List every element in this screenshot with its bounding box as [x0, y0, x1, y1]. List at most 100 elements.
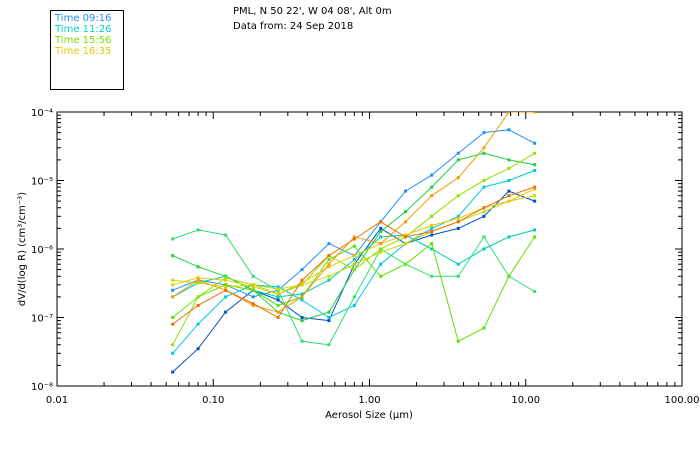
data-point: [482, 179, 486, 182]
data-point: [171, 283, 175, 287]
data-point: [456, 158, 460, 162]
data-point: [456, 176, 460, 180]
data-point: [171, 237, 175, 241]
data-point: [379, 242, 383, 246]
data-point: [430, 224, 434, 228]
data-point: [327, 316, 331, 319]
data-point: [456, 214, 460, 218]
data-point: [507, 194, 511, 198]
data-point: [482, 210, 486, 214]
data-point: [224, 276, 228, 280]
data-point: [300, 283, 304, 287]
data-point: [196, 228, 200, 232]
data-point: [507, 158, 511, 162]
data-point: [196, 295, 200, 299]
data-point: [404, 242, 408, 246]
y-tick-label: 10⁻⁷: [31, 314, 53, 325]
legend-item: Time 09:16: [55, 13, 112, 24]
data-point: [533, 289, 537, 293]
data-point: [456, 220, 460, 224]
data-point: [224, 233, 228, 237]
data-point: [196, 347, 200, 351]
data-point: [352, 295, 356, 299]
data-point: [533, 185, 537, 189]
data-point: [430, 173, 434, 177]
data-point: [456, 194, 460, 198]
data-point: [251, 288, 255, 292]
data-point: [171, 322, 175, 326]
data-point: [276, 287, 280, 291]
data-point: [352, 268, 356, 272]
x-tick-label: 100.00: [665, 395, 700, 406]
data-point: [171, 343, 175, 347]
data-point: [482, 214, 486, 218]
data-point: [533, 228, 537, 232]
data-point: [300, 281, 304, 285]
data-point: [533, 187, 537, 191]
data-point: [507, 199, 511, 203]
data-point: [171, 351, 175, 355]
data-point: [379, 220, 383, 224]
data-point: [300, 298, 304, 302]
x-tick-label: 0.01: [46, 395, 68, 406]
data-point: [430, 247, 434, 251]
data-point: [430, 233, 434, 237]
data-point: [352, 237, 356, 241]
data-point: [196, 278, 200, 282]
data-point: [430, 230, 434, 234]
data-point: [224, 288, 228, 292]
data-point: [224, 310, 228, 314]
data-point: [251, 295, 255, 299]
data-point: [456, 339, 460, 343]
data-point: [327, 265, 331, 269]
legend-item: Time 16:35: [55, 46, 112, 57]
data-point: [327, 274, 331, 278]
data-point: [300, 292, 304, 296]
data-point: [196, 322, 200, 326]
data-point: [507, 128, 511, 132]
data-point: [404, 262, 408, 266]
data-point: [276, 295, 280, 299]
x-tick-label: 0.10: [202, 395, 224, 406]
data-point: [251, 285, 255, 289]
data-point: [482, 247, 486, 251]
legend-box: Time 09:16 Time 11:26 Time 15:56 Time 16…: [50, 10, 124, 90]
data-point: [224, 285, 228, 289]
data-point: [300, 278, 304, 282]
data-point: [482, 235, 486, 239]
data-point: [533, 112, 537, 114]
data-point: [379, 226, 383, 230]
data-point: [482, 185, 486, 189]
data-point: [430, 185, 434, 189]
data-point: [276, 292, 280, 296]
data-point: [352, 244, 356, 248]
data-point: [456, 226, 460, 230]
data-point: [276, 316, 280, 319]
data-point: [251, 283, 255, 287]
y-tick-label: 10⁻⁶: [31, 245, 53, 256]
data-point: [276, 303, 280, 307]
data-point: [352, 254, 356, 258]
data-point: [196, 276, 200, 280]
data-point: [533, 168, 537, 172]
data-point: [196, 281, 200, 285]
y-tick-label: 10⁻⁴: [31, 108, 53, 119]
data-point: [430, 242, 434, 246]
data-point: [507, 235, 511, 239]
data-point: [456, 262, 460, 266]
data-point: [327, 319, 331, 323]
data-point: [171, 295, 175, 299]
data-point: [171, 254, 175, 258]
data-point: [300, 339, 304, 343]
data-point: [171, 288, 175, 292]
data-point: [404, 210, 408, 214]
x-tick-label: 10.00: [511, 395, 540, 406]
data-point: [533, 199, 537, 203]
data-point: [352, 235, 356, 239]
data-point: [327, 242, 331, 246]
data-point: [300, 319, 304, 323]
data-point: [327, 310, 331, 314]
data-point: [456, 274, 460, 278]
data-point: [300, 316, 304, 319]
data-point: [224, 274, 228, 278]
